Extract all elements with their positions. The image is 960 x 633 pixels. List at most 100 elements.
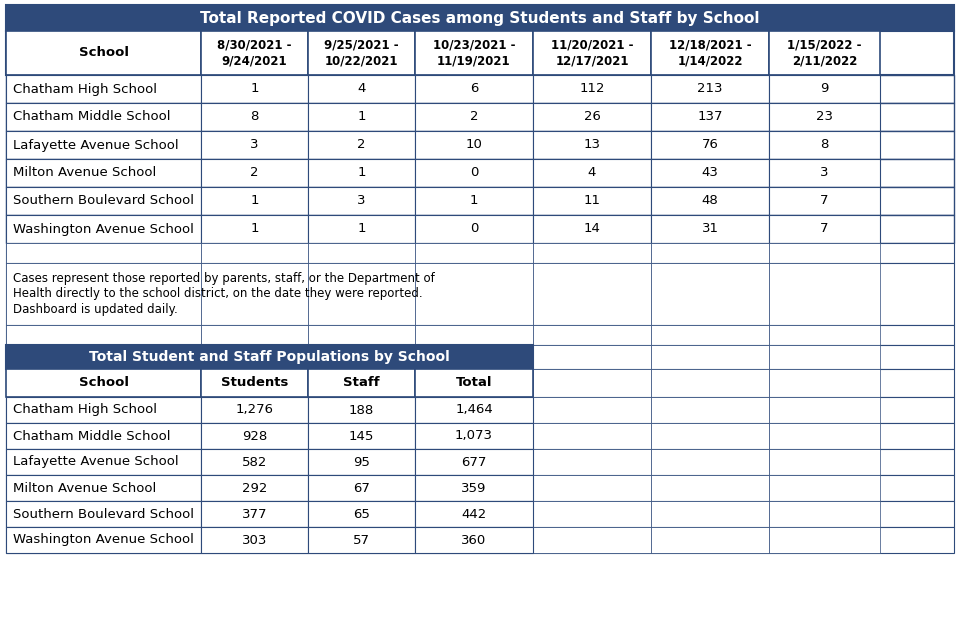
Bar: [415, 449, 533, 475]
Bar: [201, 397, 308, 423]
Bar: [6, 159, 201, 187]
Bar: [415, 345, 533, 369]
Bar: [201, 243, 308, 263]
Bar: [308, 397, 415, 423]
Bar: [6, 423, 954, 449]
Bar: [651, 187, 769, 215]
Bar: [6, 475, 201, 501]
Text: Chatham High School: Chatham High School: [13, 403, 157, 417]
Bar: [201, 527, 308, 553]
Text: 1: 1: [251, 223, 259, 235]
Bar: [201, 501, 308, 527]
Bar: [201, 263, 308, 325]
Bar: [415, 325, 533, 345]
Text: 9/25/2021 -
10/22/2021: 9/25/2021 - 10/22/2021: [324, 39, 398, 67]
Bar: [308, 449, 415, 475]
Text: Total: Total: [456, 377, 492, 389]
Bar: [415, 215, 533, 243]
Bar: [651, 103, 769, 131]
Bar: [308, 501, 415, 527]
Bar: [769, 215, 880, 243]
Bar: [651, 369, 769, 397]
Bar: [6, 325, 954, 345]
Text: Chatham Middle School: Chatham Middle School: [13, 430, 171, 442]
Text: 9: 9: [820, 82, 828, 96]
Text: 3: 3: [820, 166, 828, 180]
Text: 137: 137: [697, 111, 723, 123]
Text: Southern Boulevard School: Southern Boulevard School: [13, 194, 194, 208]
Text: 7: 7: [820, 194, 828, 208]
Bar: [308, 243, 415, 263]
Bar: [651, 527, 769, 553]
Bar: [415, 397, 533, 423]
Bar: [6, 475, 954, 501]
Bar: [308, 263, 415, 325]
Bar: [769, 159, 880, 187]
Bar: [415, 369, 533, 397]
Text: 10/23/2021 -
11/19/2021: 10/23/2021 - 11/19/2021: [433, 39, 516, 67]
Bar: [6, 5, 954, 31]
Text: Students: Students: [221, 377, 288, 389]
Bar: [6, 75, 954, 103]
Bar: [769, 31, 880, 75]
Bar: [201, 369, 308, 397]
Bar: [6, 345, 201, 369]
Bar: [201, 215, 308, 243]
Text: 2: 2: [357, 139, 366, 151]
Bar: [308, 527, 415, 553]
Bar: [651, 215, 769, 243]
Bar: [769, 449, 880, 475]
Bar: [651, 449, 769, 475]
Bar: [769, 103, 880, 131]
Text: 65: 65: [353, 508, 370, 520]
Bar: [651, 159, 769, 187]
Text: Washington Avenue School: Washington Avenue School: [13, 223, 194, 235]
Text: 57: 57: [353, 534, 370, 546]
Text: Southern Boulevard School: Southern Boulevard School: [13, 508, 194, 520]
Bar: [308, 103, 415, 131]
Bar: [415, 527, 533, 553]
Bar: [201, 501, 308, 527]
Bar: [201, 397, 308, 423]
Bar: [308, 449, 415, 475]
Bar: [201, 75, 308, 103]
Text: 677: 677: [462, 456, 487, 468]
Text: Chatham High School: Chatham High School: [13, 82, 157, 96]
Text: 112: 112: [579, 82, 605, 96]
Bar: [6, 103, 954, 131]
Bar: [533, 75, 651, 103]
Bar: [769, 131, 880, 159]
Bar: [308, 187, 415, 215]
Bar: [308, 423, 415, 449]
Bar: [308, 369, 415, 397]
Bar: [651, 131, 769, 159]
Bar: [533, 527, 651, 553]
Text: 48: 48: [702, 194, 718, 208]
Text: 23: 23: [816, 111, 833, 123]
Bar: [533, 103, 651, 131]
Bar: [651, 263, 769, 325]
Bar: [6, 501, 201, 527]
Text: 43: 43: [702, 166, 718, 180]
Bar: [6, 397, 201, 423]
Text: 442: 442: [462, 508, 487, 520]
Text: 145: 145: [348, 430, 374, 442]
Bar: [533, 449, 651, 475]
Text: 10: 10: [466, 139, 483, 151]
Text: 1: 1: [357, 166, 366, 180]
Bar: [533, 369, 651, 397]
Bar: [201, 475, 308, 501]
Bar: [415, 131, 533, 159]
Bar: [415, 263, 533, 325]
Bar: [651, 31, 769, 75]
Bar: [6, 501, 201, 527]
Bar: [6, 215, 954, 243]
Text: 95: 95: [353, 456, 370, 468]
Text: 4: 4: [357, 82, 366, 96]
Bar: [533, 243, 651, 263]
Text: Cases represent those reported by parents, staff, or the Department of
Health di: Cases represent those reported by parent…: [13, 272, 435, 316]
Bar: [769, 263, 880, 325]
Bar: [201, 423, 308, 449]
Bar: [651, 75, 769, 103]
Bar: [6, 475, 201, 501]
